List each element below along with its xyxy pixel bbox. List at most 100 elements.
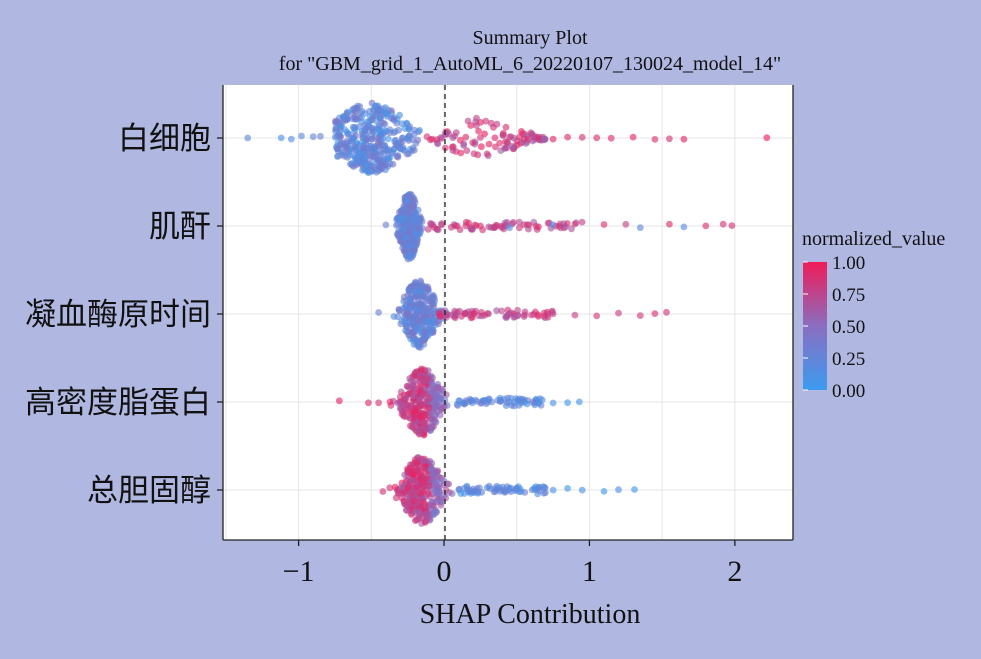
shap-point <box>384 135 392 143</box>
shap-point <box>331 133 339 141</box>
shap-point <box>409 471 417 478</box>
shap-point <box>277 134 285 142</box>
shap-point <box>359 166 366 174</box>
legend-tick-labels: 1.00 0.75 0.50 0.25 0.00 <box>803 253 865 402</box>
x-tick-label: 1 <box>582 555 597 588</box>
shap-point <box>430 502 437 510</box>
shap-point <box>424 490 432 498</box>
shap-point <box>485 482 493 490</box>
legend-title: normalized_value <box>802 228 945 250</box>
shap-point <box>520 135 528 143</box>
shap-point <box>371 143 378 150</box>
shap-point <box>484 398 491 406</box>
shap-point <box>376 130 383 138</box>
legend-tick-label: 1.00 <box>832 253 865 274</box>
shap-point <box>542 489 549 497</box>
shap-point <box>442 486 450 494</box>
shap-point <box>530 485 538 492</box>
shap-point <box>338 149 346 157</box>
shap-point <box>568 225 575 233</box>
shap-point <box>445 130 452 138</box>
shap-point <box>346 151 353 159</box>
shap-point <box>373 117 380 125</box>
shap-point <box>337 122 345 130</box>
shap-point <box>549 221 557 229</box>
shap-point <box>404 252 412 260</box>
shap-point <box>426 482 433 490</box>
shap-point <box>407 234 415 242</box>
shap-point <box>356 113 363 121</box>
shap-point <box>420 499 428 507</box>
shap-point <box>423 509 431 517</box>
legend-tick-label: 0.75 <box>832 285 865 306</box>
shap-point <box>410 414 418 422</box>
shap-point <box>564 399 571 407</box>
shap-point <box>463 147 471 155</box>
shap-point <box>424 226 432 233</box>
shap-point <box>404 196 412 204</box>
shap-point <box>397 145 405 153</box>
shap-point <box>430 511 438 518</box>
shap-point <box>359 138 367 146</box>
shap-point <box>383 127 391 135</box>
shap-point <box>414 341 422 349</box>
shap-point <box>399 483 407 491</box>
shap-point <box>368 130 376 138</box>
shap-point <box>352 161 360 169</box>
shap-point <box>651 310 659 317</box>
shap-point <box>578 486 586 494</box>
shap-point <box>435 398 443 405</box>
shap-point <box>416 126 423 134</box>
shap-point <box>702 222 710 230</box>
shap-point <box>404 484 412 491</box>
shap-point <box>535 399 542 407</box>
shap-point <box>506 310 513 317</box>
shap-point <box>375 309 382 316</box>
shap-point <box>432 410 439 418</box>
shap-point <box>405 228 413 236</box>
shap-point <box>398 120 406 128</box>
shap-point <box>457 149 465 157</box>
shap-point <box>514 312 522 320</box>
shap-point <box>411 211 419 218</box>
y-tick-label: 肌酐 <box>149 209 211 245</box>
shap-point <box>403 209 410 216</box>
shap-point <box>462 310 470 317</box>
shap-point <box>520 221 528 229</box>
shap-point <box>397 230 405 238</box>
shap-point <box>527 311 535 319</box>
shap-point <box>419 419 427 427</box>
shap-point <box>354 140 361 148</box>
x-tick-labels: −1 0 1 2 <box>283 540 742 588</box>
shap-point <box>498 307 506 315</box>
shap-point <box>485 140 493 148</box>
shap-point <box>631 486 638 493</box>
shap-point <box>332 125 340 133</box>
shap-point <box>335 397 343 405</box>
shap-point <box>425 395 433 403</box>
shap-point <box>426 457 434 465</box>
shap-point <box>680 223 688 231</box>
shap-point <box>456 397 464 405</box>
shap-point <box>397 214 405 222</box>
shap-point <box>482 117 490 125</box>
shap-point <box>549 399 557 407</box>
legend-tick-label: 0.00 <box>832 381 865 402</box>
shap-point <box>415 282 423 290</box>
shap-point <box>666 135 673 143</box>
shap-point <box>445 480 453 488</box>
shap-point <box>396 306 403 314</box>
shap-point <box>383 147 391 155</box>
shap-point <box>514 306 521 314</box>
shap-point <box>408 423 416 430</box>
shap-point <box>424 474 431 482</box>
x-axis-label: SHAP Contribution <box>420 599 641 630</box>
shap-point <box>407 403 415 410</box>
shap-point <box>337 134 344 141</box>
shap-point <box>287 135 295 143</box>
shap-point <box>470 150 478 158</box>
shap-point <box>483 150 491 158</box>
shap-point <box>499 132 507 139</box>
shap-point <box>417 402 424 410</box>
shap-point <box>467 122 475 129</box>
